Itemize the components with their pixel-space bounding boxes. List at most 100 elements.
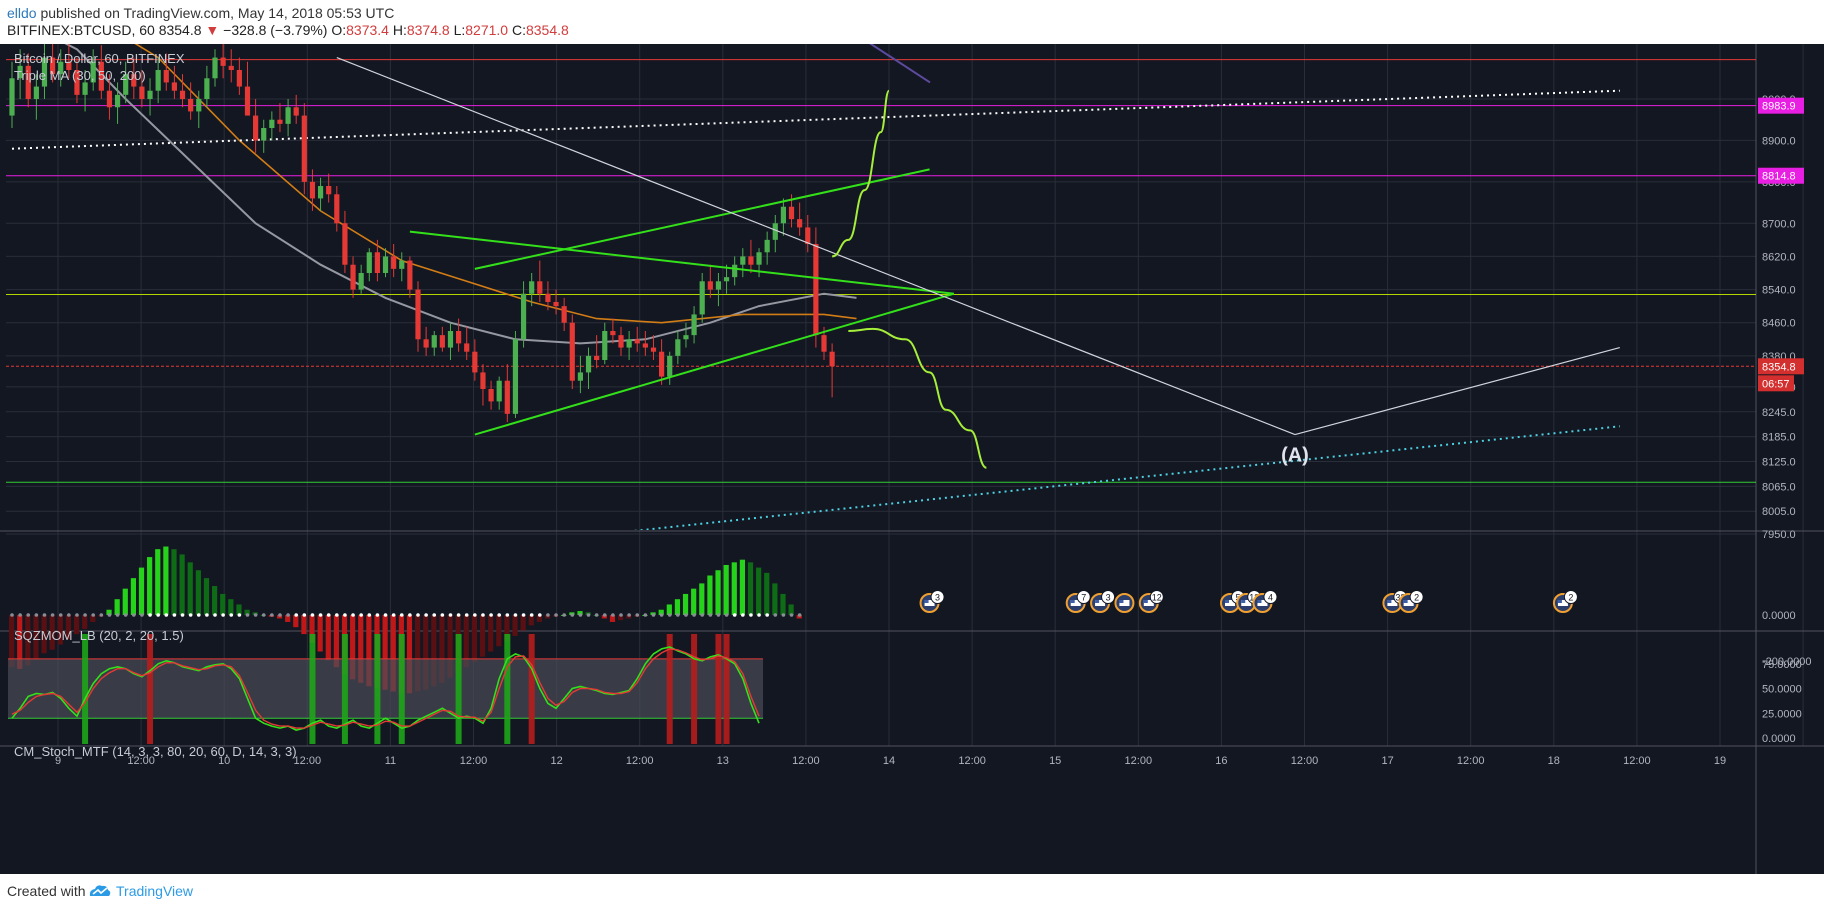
footer: Created with TradingView [0,874,1824,908]
candle-up [82,70,88,112]
sqz-bar [780,593,786,615]
event-count-label: 4 [1268,593,1273,603]
stoch-axis-label: 75.0000 [1762,659,1802,671]
time-axis-label: 16 [1215,755,1227,767]
sqz-bar [65,615,72,640]
sqz-dot [383,613,388,617]
sqz-bar [57,615,63,645]
sqz-dot [10,613,14,617]
price-axis-label: 8620.0 [1762,251,1796,263]
candle-body [212,57,218,79]
candle-body [561,306,567,323]
candle-down [650,335,657,360]
sqz-dot [440,613,445,617]
economic-event-flag [1090,590,1116,613]
stoch-cross-down-mark [528,634,535,744]
economic-event-flag [1114,593,1135,613]
sqz-dot [221,613,225,617]
candle-body [147,90,153,99]
tradingview-link[interactable]: TradingView [116,883,194,899]
sqz-dot [708,613,713,617]
stoch-cross-down-mark [723,634,730,744]
candle-body [326,186,332,195]
sqz-bar [512,615,518,636]
price-tag [1758,167,1804,184]
open-value: 8373.4 [346,22,389,38]
candle-down [504,364,510,423]
chart-canvas[interactable]: (A)37312513433229000.08900.08800.08700.0… [0,44,1824,874]
candle-body [537,281,543,294]
economic-event-flag [1252,590,1278,613]
sqz-bar [488,615,494,652]
time-axis-label: 12:00 [792,755,820,767]
sqz-dot [26,613,31,617]
sqz-bar [350,615,356,680]
price-axis-label: 8700.0 [1762,218,1796,230]
sqz-bar [674,599,681,615]
candle-body [431,335,437,348]
main-legend-title: Bitcoin / Dollar, 60, BITFINEX [14,51,185,66]
author-link[interactable]: elldo [7,5,37,21]
price-tag-bg [1758,97,1804,114]
sqz-dot [140,613,144,617]
sqz-bar [333,615,339,668]
sqz-dot [67,613,71,617]
published-text: published on TradingView.com, May 14, 20… [40,5,395,21]
candle-up [691,306,697,344]
candle-down [301,103,307,195]
candle-up [715,273,722,307]
time-axis-label: 12:00 [626,755,654,767]
time-axis-label: 19 [1714,755,1726,767]
candle-down [642,331,648,356]
candle-down [106,74,113,120]
candle-down [131,57,137,99]
sqz-bar [406,615,413,694]
candle-body [114,94,121,108]
candle-body [74,70,80,95]
candle-body [667,355,673,377]
sqz-bar [479,615,486,657]
sqz-bar [577,611,583,615]
candle-body [382,256,389,273]
candle-body [171,82,177,91]
sqz-bar [17,615,23,669]
event-flag-canton [1403,600,1408,603]
economic-event-flag [1398,590,1424,613]
sqz-bar [122,588,128,615]
candle-body [342,223,348,265]
sqz-dot [18,613,22,617]
sqz-bar [114,599,120,615]
candle-body [236,70,242,87]
sqz-dot [473,613,477,617]
event-flag-canton [1143,600,1148,603]
sqz-bar [212,586,218,615]
candle-body [788,206,795,220]
sqz-dot [456,613,461,617]
candle-body [675,339,681,356]
sqz-dot [351,613,355,617]
chart-svg[interactable]: (A)37312513433229000.08900.08800.08700.0… [0,44,1824,874]
price-tag [1758,375,1794,392]
candle-body [163,70,169,83]
sqz-dot [781,613,786,617]
candle-up [212,49,218,87]
candle-up [585,347,592,389]
sqz-bar [463,615,469,668]
sqz-dot [692,613,696,617]
candle-down [610,318,616,344]
candle-body [504,380,510,414]
close-label: C: [511,22,526,38]
candle-body [723,277,730,282]
sqz-dot [538,613,542,617]
candle-up [147,78,153,116]
sqz-dot [302,613,307,617]
candle-body [699,281,705,315]
time-axis-label: 10 [218,755,230,767]
candle-up [732,256,738,286]
candle-down [415,281,421,352]
event-flag-canton [1225,600,1229,603]
candle-body [577,372,583,381]
sqz-dot [432,613,437,617]
sqz-bar [155,549,161,615]
candle-down [293,94,299,124]
